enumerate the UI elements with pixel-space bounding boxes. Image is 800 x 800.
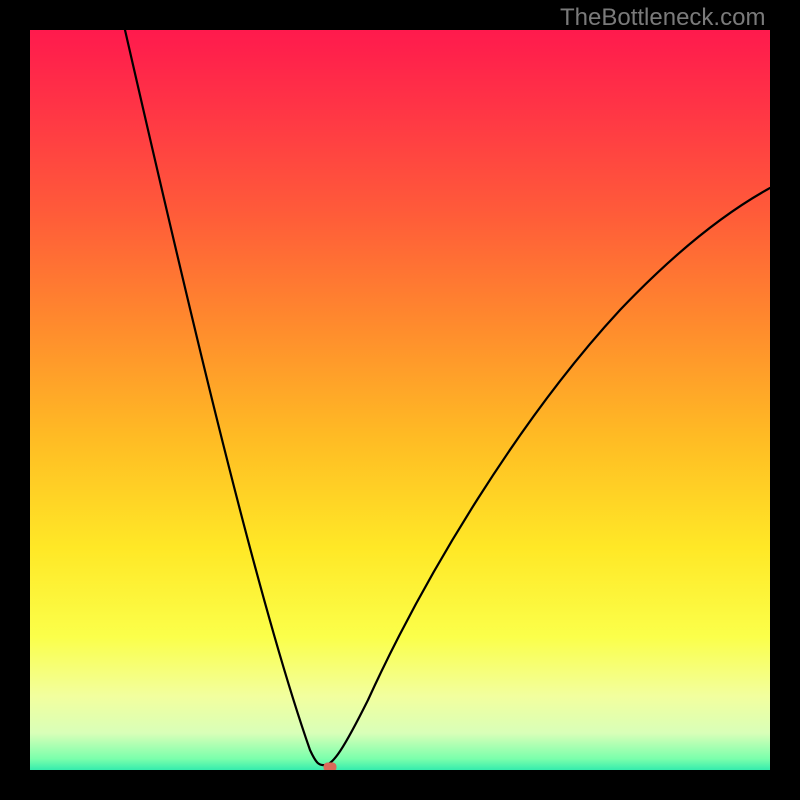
frame-bottom <box>0 770 800 800</box>
frame-left <box>0 0 30 800</box>
curve-right-branch <box>325 188 770 765</box>
curve-left-branch <box>125 30 325 765</box>
chart-plot-area <box>30 30 770 770</box>
notch-marker <box>324 763 337 771</box>
curve-layer <box>30 30 770 770</box>
frame-right <box>770 0 800 800</box>
watermark-text: TheBottleneck.com <box>560 4 765 32</box>
